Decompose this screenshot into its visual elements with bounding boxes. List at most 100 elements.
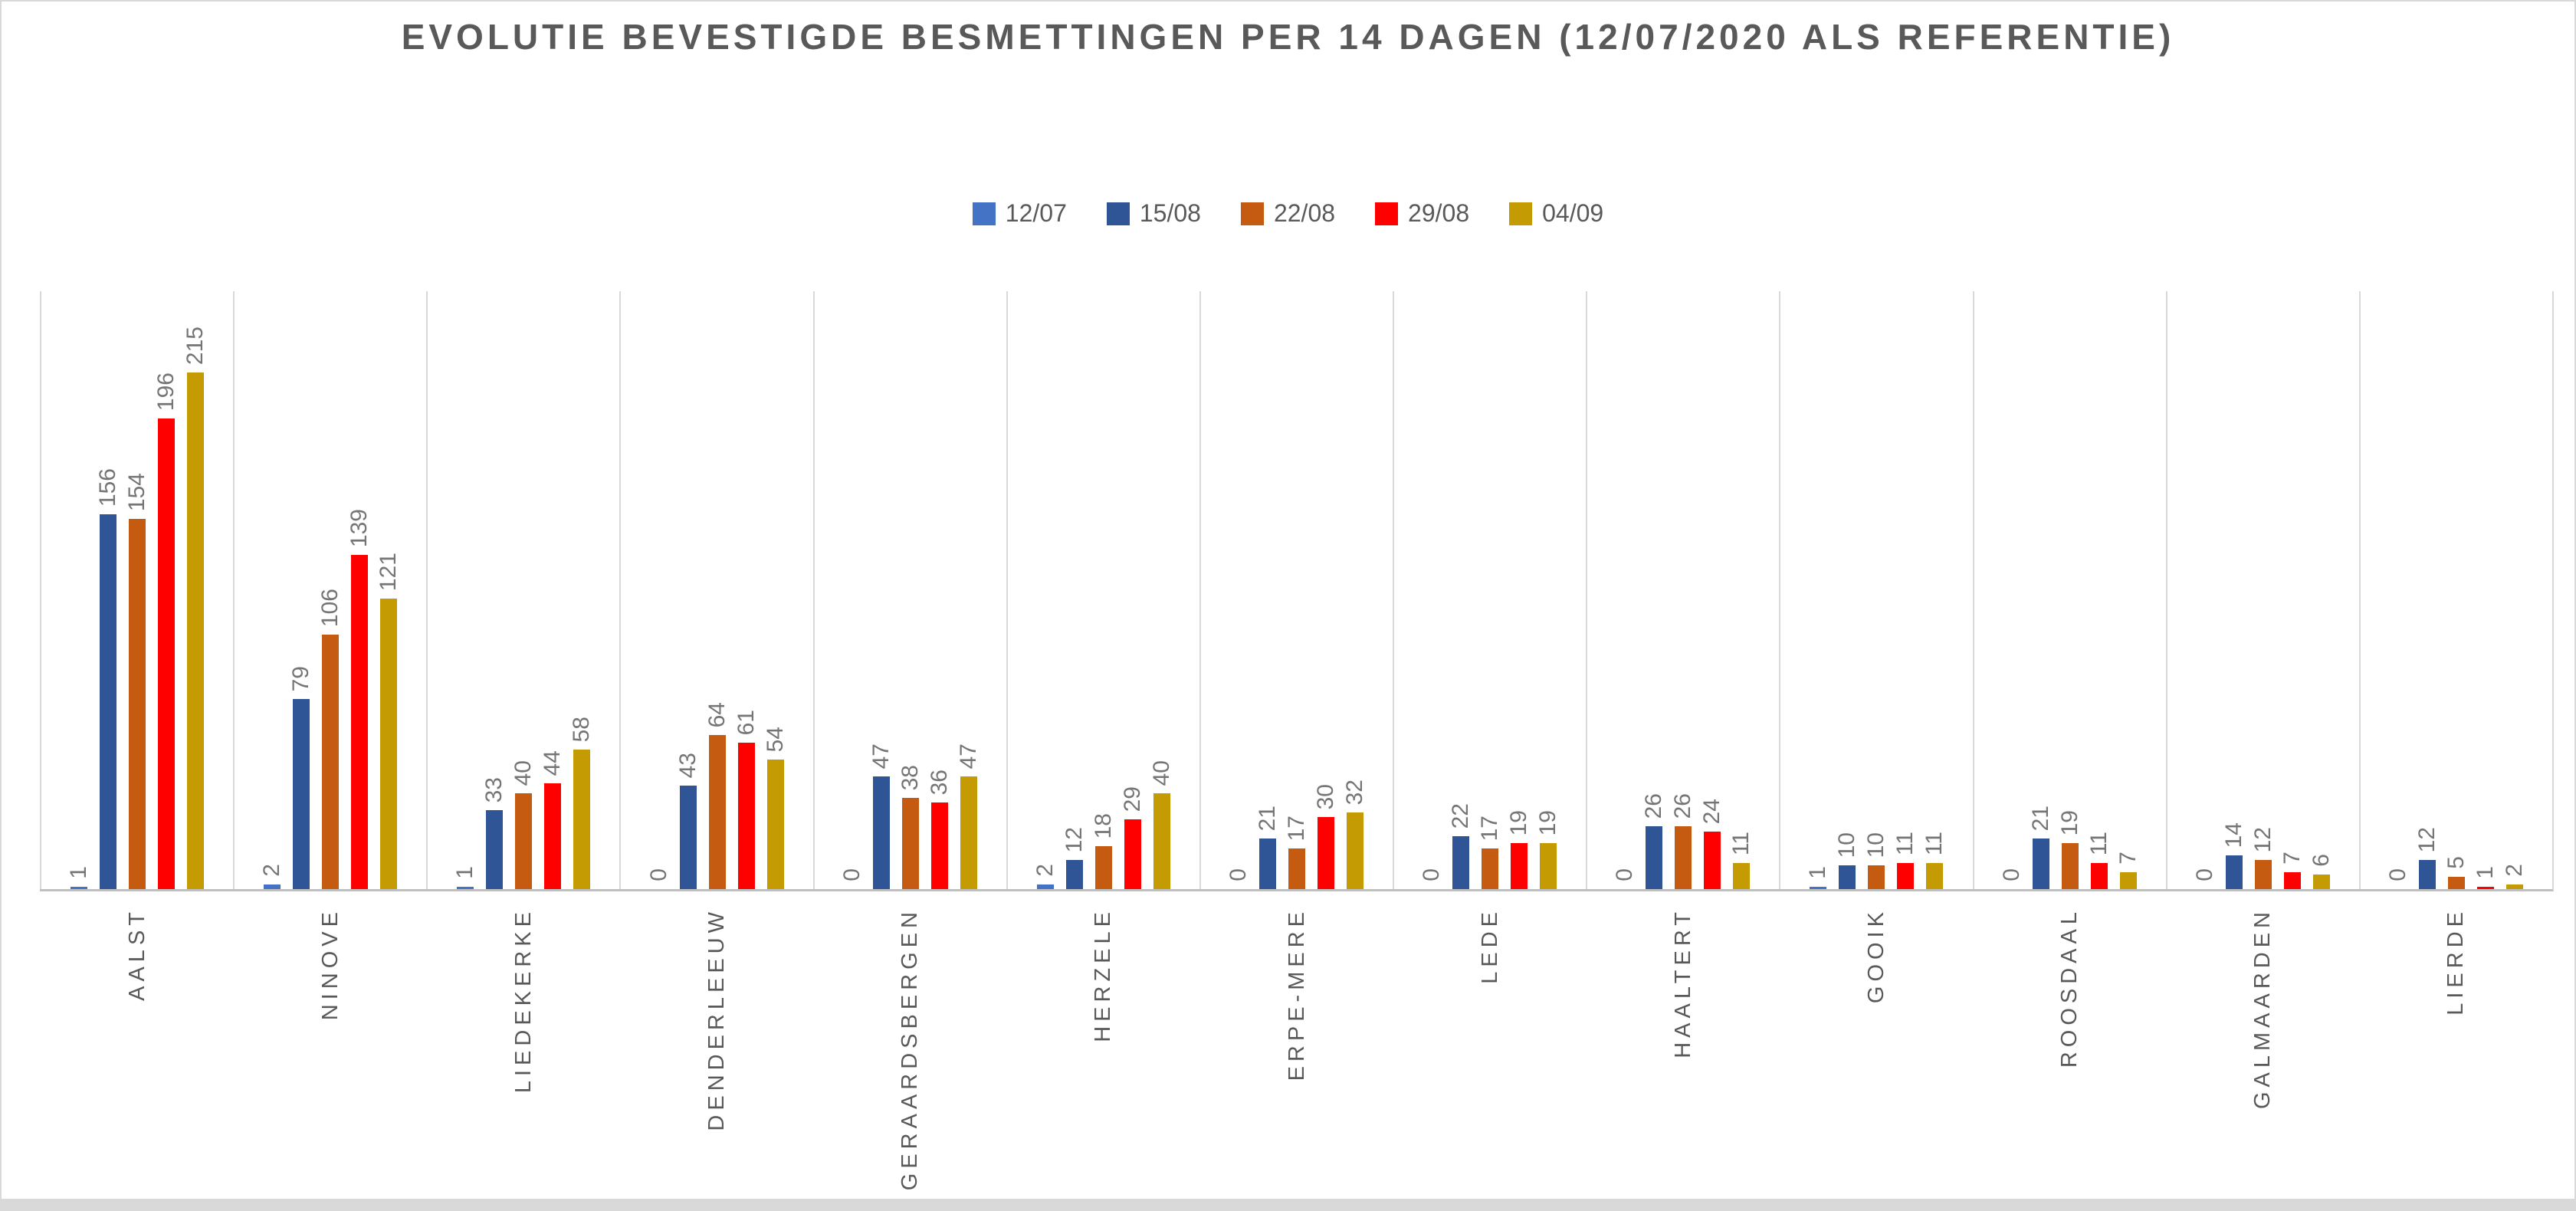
bar-value-label: 40 xyxy=(510,760,537,786)
bar-slot: 17 xyxy=(1284,291,1310,889)
category-group: 0 22 17 19 19 LEDE xyxy=(1393,291,1586,984)
legend-item: 22/08 xyxy=(1240,199,1335,228)
bar-value-label: 154 xyxy=(124,472,150,511)
legend-item: 04/09 xyxy=(1509,199,1603,228)
bar-value-label: 0 xyxy=(838,868,865,881)
bar-slot: 11 xyxy=(1892,291,1918,889)
bar xyxy=(930,802,948,889)
bar-slot: 21 xyxy=(1255,291,1280,889)
bar xyxy=(264,884,281,889)
bar-value-label: 1 xyxy=(452,866,478,879)
bar-value-label: 61 xyxy=(733,709,759,735)
bar-value-label: 12 xyxy=(2249,826,2276,852)
bar xyxy=(100,514,117,889)
category-label: LIEDEKERKE xyxy=(510,907,536,1094)
bar xyxy=(1839,865,1856,889)
bar-slot: 33 xyxy=(481,291,507,889)
bar-value-label: 26 xyxy=(1670,793,1696,819)
bar-value-label: 32 xyxy=(1342,779,1368,805)
bar-slot: 32 xyxy=(1342,291,1367,889)
category-label: DENDERLEEUW xyxy=(704,907,730,1131)
bar xyxy=(2418,860,2436,889)
bar-slot: 54 xyxy=(763,291,788,889)
category-group: 0 14 12 7 6 GALMAARDEN xyxy=(2165,291,2359,1109)
bar-value-label: 0 xyxy=(1612,868,1638,881)
bar-value-label: 38 xyxy=(897,764,923,790)
category-group: 0 47 38 36 47 GERAARDSBERGEN xyxy=(812,291,1006,1190)
bar-slot: 64 xyxy=(704,291,730,889)
bar xyxy=(1094,846,1112,889)
bar-value-label: 106 xyxy=(317,588,343,627)
bar xyxy=(293,699,310,889)
bar-slot: 2 xyxy=(1032,291,1058,889)
bar-slot: 24 xyxy=(1699,291,1725,889)
bar-value-label: 44 xyxy=(540,750,566,776)
bar-value-label: 24 xyxy=(1699,798,1725,824)
legend-swatch-icon xyxy=(1509,202,1533,225)
category-label-wrap: LIEDEKERKE xyxy=(428,907,619,1093)
bar xyxy=(1646,826,1663,889)
bar-value-label: 2 xyxy=(2501,864,2527,877)
bar-value-label: 156 xyxy=(95,468,121,507)
category-group: 1 33 40 44 58 LIEDEKERKE xyxy=(426,291,619,1093)
bar-slot: 7 xyxy=(2115,291,2141,889)
bar-slot: 40 xyxy=(1148,291,1174,889)
bar-slot: 1 xyxy=(2473,291,2498,889)
bar-value-label: 19 xyxy=(1506,809,1532,835)
bar-value-label: 33 xyxy=(481,776,507,802)
bar xyxy=(1926,863,1944,889)
bar-value-label: 40 xyxy=(1148,760,1174,786)
bar xyxy=(1347,812,1364,889)
category-label-wrap: GALMAARDEN xyxy=(2167,907,2359,1109)
bar-slot: 58 xyxy=(569,291,595,889)
bar-value-label: 7 xyxy=(2115,852,2141,865)
legend-swatch-icon xyxy=(1375,202,1399,225)
bar-slot: 11 xyxy=(1921,291,1947,889)
bar xyxy=(2505,884,2523,889)
bar xyxy=(129,519,146,889)
bar-value-label: 0 xyxy=(2191,868,2217,881)
category-label: HERZELE xyxy=(1091,907,1116,1042)
bar-value-label: 1 xyxy=(1805,866,1831,879)
bar xyxy=(187,372,205,889)
bar-value-label: 17 xyxy=(1284,815,1310,841)
category-group: 0 12 5 1 2 LIERDE xyxy=(2358,291,2552,1016)
bar-slot: 26 xyxy=(1670,291,1696,889)
bar-slot: 47 xyxy=(956,291,981,889)
bar-value-label: 58 xyxy=(569,716,595,742)
bar-slot: 61 xyxy=(733,291,759,889)
bar-value-label: 5 xyxy=(2443,856,2469,869)
category-group: 0 21 19 11 7 ROOSDAAL xyxy=(1972,291,2166,1068)
bar xyxy=(1124,819,1141,889)
bar xyxy=(1810,887,1827,889)
bar-value-label: 30 xyxy=(1313,783,1339,809)
bar-value-label: 1 xyxy=(66,866,92,879)
bar xyxy=(1868,865,1885,889)
category-label-wrap: NINOVE xyxy=(235,907,426,1020)
bar-slot: 40 xyxy=(510,291,537,889)
bar-slot: 11 xyxy=(1728,291,1754,889)
bar-value-label: 17 xyxy=(1477,815,1503,841)
bar xyxy=(1704,832,1721,889)
bar-slot: 12 xyxy=(1062,291,1087,889)
bar-value-label: 29 xyxy=(1119,786,1145,812)
plot-area: 1 156 154 196 215 AALST 2 79 106 139 121 NINOVE 1 33 4… xyxy=(40,291,2554,1190)
bar xyxy=(1318,817,1335,889)
category-label-wrap: GOOIK xyxy=(1780,907,1972,1003)
legend-swatch-icon xyxy=(1106,202,1130,225)
bar-slot: 12 xyxy=(2249,291,2276,889)
bar-value-label: 0 xyxy=(1226,868,1252,881)
category-label-wrap: ERPE-MERE xyxy=(1201,907,1393,1081)
bar-value-label: 14 xyxy=(2220,822,2246,848)
bar xyxy=(158,418,176,889)
bar-slot: 1 xyxy=(1805,291,1830,889)
bar-value-label: 36 xyxy=(926,769,952,795)
bar xyxy=(457,887,474,889)
bar-slot: 0 xyxy=(1419,291,1444,889)
bar-value-label: 11 xyxy=(1728,831,1754,855)
category-label-wrap: DENDERLEEUW xyxy=(621,907,812,1131)
bar-value-label: 6 xyxy=(2308,854,2334,867)
bar xyxy=(766,760,784,889)
bar-value-label: 26 xyxy=(1641,793,1667,819)
